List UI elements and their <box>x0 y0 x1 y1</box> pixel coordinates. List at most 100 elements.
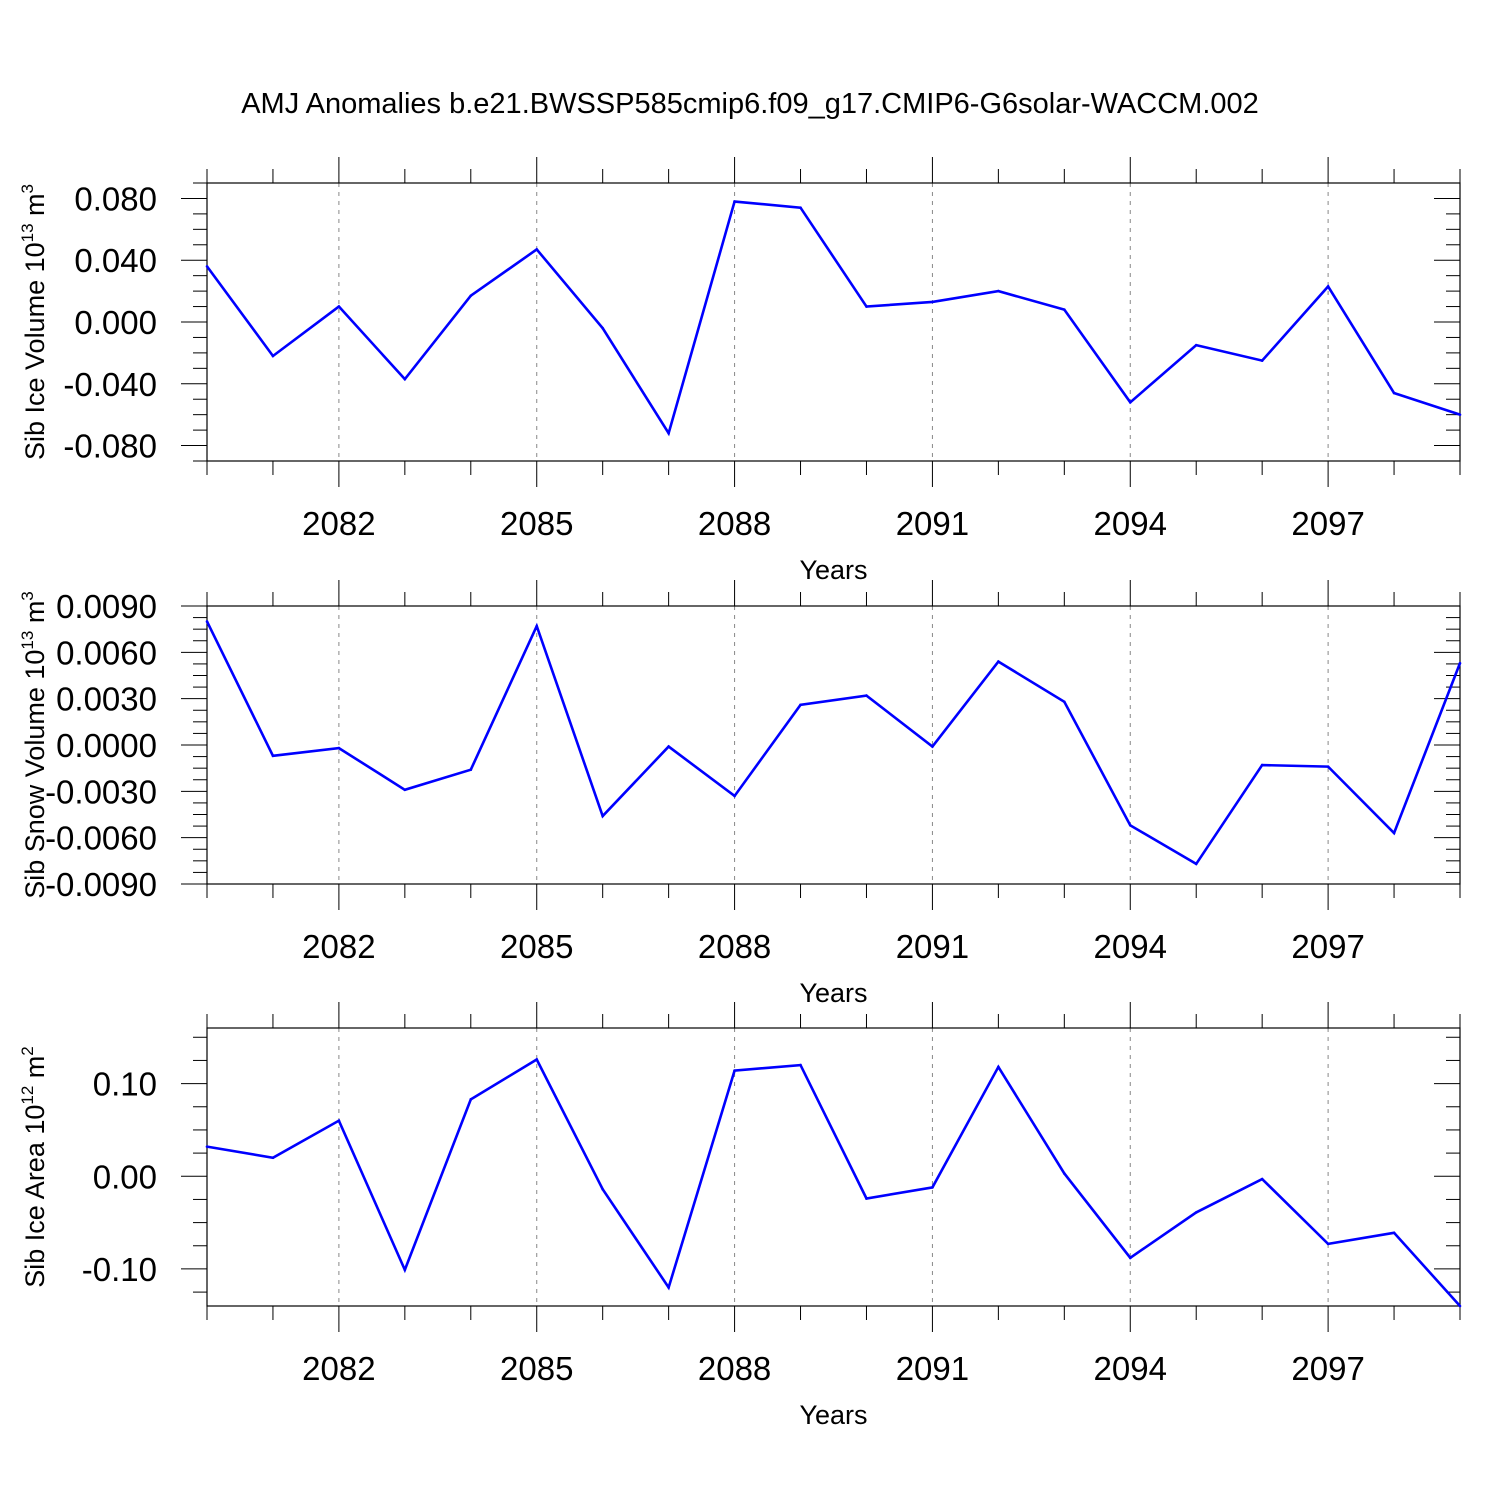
data-point <box>403 788 407 792</box>
plot-frame <box>206 605 1461 885</box>
plot-frame <box>206 182 1461 462</box>
data-point <box>205 620 209 623</box>
y-axis-label: Sib Ice Area 1012 m2 <box>18 1046 50 1288</box>
y-tick-label: -0.0030 <box>45 773 157 810</box>
data-point <box>535 248 539 251</box>
data-point <box>1392 391 1396 395</box>
data-point <box>1128 401 1132 404</box>
data-point <box>271 754 275 758</box>
data-point <box>865 694 868 697</box>
y-tick-label: -0.10 <box>82 1251 157 1288</box>
data-point <box>1063 700 1066 704</box>
chart-title: AMJ Anomalies b.e21.BWSSP585cmip6.f09_g1… <box>241 88 1259 120</box>
data-point <box>1260 359 1264 362</box>
chart-panel-1: 0.080 0.040 0.000 -0.040 -0.080 2082 2085 2088 2… <box>18 157 1462 585</box>
x-tick-label: 2097 <box>1291 1350 1364 1387</box>
x-tick-label: 2088 <box>698 928 771 965</box>
data-point <box>1458 661 1462 665</box>
data-point <box>865 1197 868 1200</box>
y-tick-label: 0.000 <box>74 304 157 341</box>
data-point <box>667 431 670 435</box>
x-tick-label: 2091 <box>896 928 969 965</box>
x-axis-label: Years <box>799 978 867 1008</box>
data-point <box>1326 285 1330 288</box>
data-point <box>1392 1231 1396 1235</box>
data-point <box>469 768 473 772</box>
data-point <box>1128 1256 1132 1260</box>
data-point <box>337 305 341 308</box>
data-point <box>1128 824 1132 827</box>
series-line <box>205 200 1461 437</box>
x-tick-label: 2082 <box>302 928 375 965</box>
data-point <box>733 200 736 203</box>
y-tick-label: 0.00 <box>93 1158 157 1195</box>
data-point <box>799 206 802 210</box>
x-tick-label: 2082 <box>302 505 375 542</box>
data-point <box>1260 763 1264 767</box>
y-tick-label: -0.040 <box>63 366 157 403</box>
data-point <box>205 1145 209 1148</box>
data-point <box>1194 862 1198 866</box>
data-point <box>799 703 802 707</box>
data-point <box>1063 308 1066 311</box>
y-tick-label: 0.0030 <box>56 681 157 718</box>
data-point <box>667 745 670 748</box>
y-tick-label: 0.10 <box>93 1066 157 1103</box>
data-point <box>271 1156 275 1160</box>
y-tick-label: -0.080 <box>63 428 157 465</box>
x-tick-label: 2094 <box>1094 505 1167 542</box>
data-point <box>931 300 934 304</box>
data-point <box>469 294 473 298</box>
y-tick-label: 0.0000 <box>56 727 157 764</box>
data-point <box>931 745 934 748</box>
x-tick-label: 2085 <box>500 505 573 542</box>
data-point <box>601 1187 604 1191</box>
x-tick-label: 2094 <box>1094 928 1167 965</box>
data-point <box>1392 831 1396 835</box>
y-axis-label: Sib Ice Volume 1013 m3 <box>18 184 50 460</box>
data-point <box>997 1065 1000 1069</box>
data-point <box>469 1098 473 1101</box>
x-tick-label: 2094 <box>1094 1350 1167 1387</box>
chart-panel-3: 0.10 0.00 -0.10 2082 2085 2088 2091 2094 2097 Yea… <box>18 1002 1462 1430</box>
y-axis-label: Sib Snow Volume 1013 m3 <box>18 591 50 899</box>
data-point <box>997 660 1000 663</box>
x-axis-label: Years <box>799 1400 867 1430</box>
data-point <box>1458 1304 1462 1308</box>
data-point <box>997 289 1000 293</box>
data-point <box>733 1069 736 1072</box>
data-point <box>1458 413 1462 416</box>
data-point <box>1326 765 1330 768</box>
data-point <box>601 814 604 818</box>
data-point <box>1063 1172 1066 1175</box>
x-tick-label: 2097 <box>1291 928 1364 965</box>
x-tick-label: 2088 <box>698 1350 771 1387</box>
x-tick-label: 2091 <box>896 1350 969 1387</box>
series-line <box>205 620 1462 866</box>
data-point <box>799 1063 802 1067</box>
y-tick-label: 0.040 <box>74 242 157 279</box>
data-point <box>337 746 341 750</box>
data-point <box>1194 343 1198 347</box>
data-point <box>1260 1177 1264 1181</box>
series-line <box>206 1057 1461 1307</box>
data-point <box>205 265 209 268</box>
x-axis-label: Years <box>799 555 867 585</box>
data-point <box>337 1119 341 1122</box>
data-point <box>1194 1211 1198 1214</box>
y-tick-label: 0.0060 <box>56 634 157 671</box>
data-point <box>403 1268 407 1272</box>
data-point <box>667 1286 670 1289</box>
plot-frame <box>206 1027 1461 1307</box>
x-tick-label: 2097 <box>1291 505 1364 542</box>
x-tick-label: 2088 <box>698 505 771 542</box>
x-tick-label: 2085 <box>500 1350 573 1387</box>
data-point <box>931 1186 934 1189</box>
data-point <box>271 354 275 358</box>
chart-panel-2: 0.0090 0.0060 0.0030 0.0000 -0.0030 -0.0060 -0… <box>18 580 1462 1008</box>
data-point <box>865 305 868 308</box>
y-tick-label: 0.080 <box>74 180 157 217</box>
y-tick-label: -0.0060 <box>45 820 157 857</box>
data-point <box>535 1058 539 1061</box>
